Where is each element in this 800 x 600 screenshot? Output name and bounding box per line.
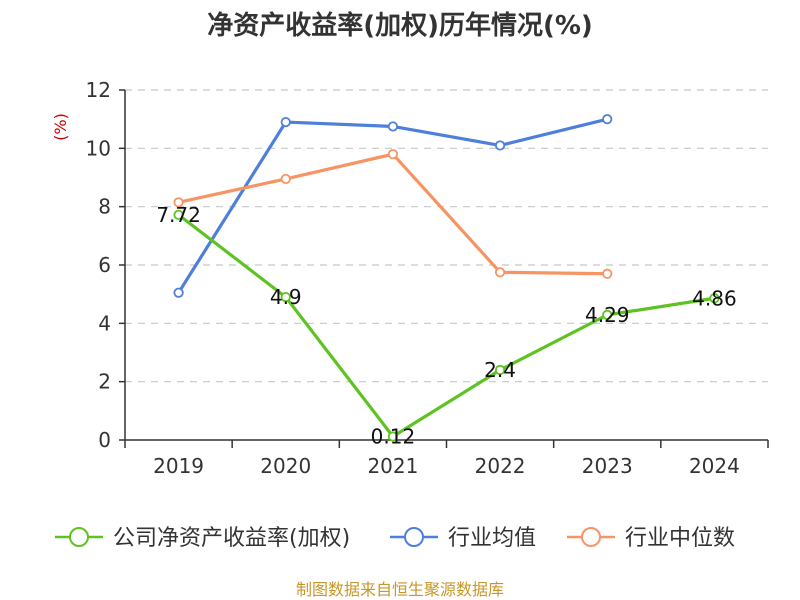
x-tick-label: 2023 (582, 454, 633, 478)
series-line (176, 117, 609, 295)
y-tick-label: 4 (98, 311, 111, 335)
legend-marker-icon (69, 527, 89, 547)
data-point (387, 431, 399, 442)
y-tick-label: 6 (98, 253, 111, 277)
data-label: 4.86 (692, 286, 737, 310)
y-axis-label: (%) (51, 113, 70, 141)
y-tick-label: 2 (98, 370, 111, 394)
series-line (176, 152, 609, 276)
data-point (173, 287, 184, 298)
x-tick-label: 2019 (153, 454, 204, 478)
data-label: 4.29 (585, 303, 630, 327)
legend-label: 行业中位数 (625, 526, 735, 551)
y-tick-label: 12 (86, 78, 111, 102)
legend-label: 公司净资产收益率(加权) (113, 526, 350, 551)
data-point (709, 293, 720, 304)
series-line (176, 213, 717, 439)
data-point (387, 121, 399, 132)
series-layer (173, 114, 720, 442)
data-label: 2.4 (484, 358, 516, 382)
data-label: 0.12 (371, 425, 416, 449)
y-tick-label: 0 (98, 428, 111, 452)
data-label: 4.9 (270, 285, 302, 309)
source-note: 制图数据来自恒生聚源数据库 (296, 580, 504, 599)
data-point (494, 364, 506, 376)
legend-label: 行业均值 (448, 526, 536, 551)
data-point (602, 309, 613, 320)
data-label: 7.72 (156, 203, 201, 227)
data-point (494, 267, 506, 278)
legend: 公司净资产收益率(加权) 行业均值 行业中位数 (55, 526, 735, 551)
data-labels: 7.72 4.9 0.12 2.4 4.29 4.86 (156, 203, 736, 449)
axes: 0 2 4 6 8 10 12 2019 2020 2021 2022 2023 2024 (86, 78, 769, 478)
data-point (602, 268, 613, 279)
x-tick-label: 2022 (475, 454, 526, 478)
data-point (173, 197, 184, 208)
legend-marker-icon (404, 527, 424, 547)
y-tick-label: 10 (86, 136, 111, 160)
y-tick-label: 8 (98, 195, 111, 219)
data-point (494, 140, 506, 151)
data-point (280, 291, 291, 303)
legend-marker-icon (581, 527, 601, 547)
x-tick-label: 2024 (689, 454, 740, 478)
data-point (280, 173, 291, 185)
data-point (280, 116, 291, 128)
chart-title: 净资产收益率(加权)历年情况(%) (207, 10, 593, 41)
x-tick-label: 2021 (367, 454, 418, 478)
data-point (173, 209, 184, 220)
data-point (387, 149, 399, 160)
gridlines (125, 89, 768, 383)
data-point (602, 114, 613, 125)
x-tick-label: 2020 (260, 454, 311, 478)
